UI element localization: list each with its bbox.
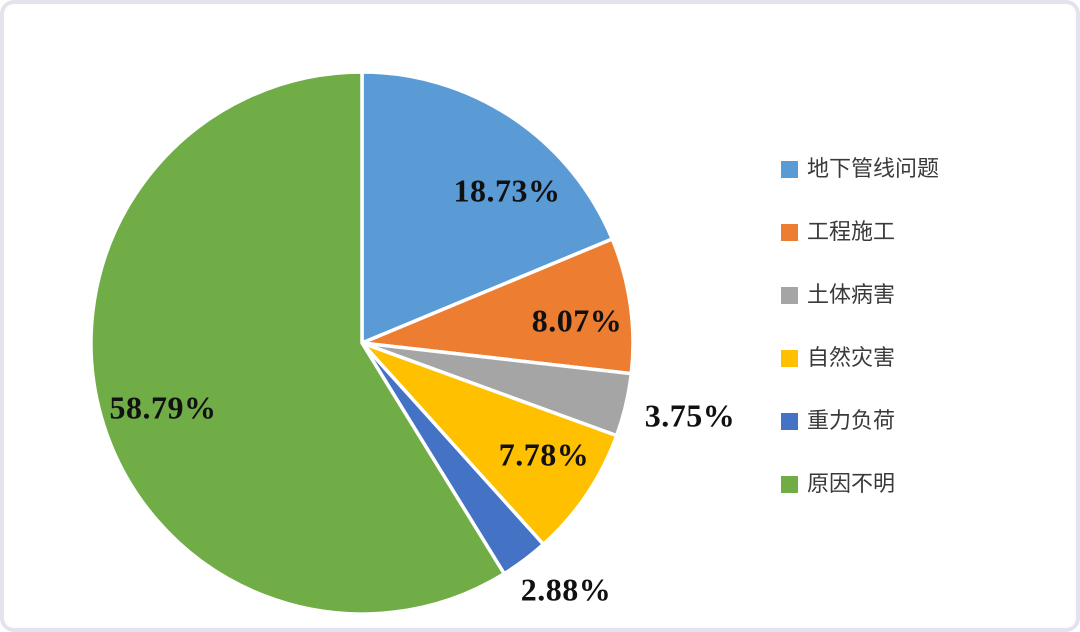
- legend-item-4: 自然灾害: [781, 346, 939, 370]
- legend-item-3: 土体病害: [781, 283, 939, 307]
- legend-item-6: 原因不明: [781, 472, 939, 496]
- legend-item-2: 工程施工: [781, 220, 939, 244]
- slice-label-3: 3.75%: [644, 397, 736, 434]
- legend-item-5: 重力负荷: [781, 409, 939, 433]
- pie-chart: 18.73% 8.07% 3.75% 7.78% 2.88% 58.79%: [4, 4, 1076, 628]
- slice-label-6: 58.79%: [109, 389, 217, 426]
- legend-swatch-icon: [781, 412, 798, 430]
- legend-label: 土体病害: [807, 282, 896, 307]
- legend-label: 地下管线问题: [807, 156, 940, 181]
- legend-swatch-icon: [781, 286, 798, 304]
- pie-slice-6: [89, 70, 506, 616]
- legend-label: 重力负荷: [807, 408, 896, 433]
- pie-slice-1: [360, 70, 614, 345]
- legend-swatch-icon: [781, 349, 798, 367]
- legend-swatch-icon: [781, 475, 798, 493]
- legend: 地下管线问题 工程施工土体病害自然灾害重力负荷原因不明: [781, 157, 939, 496]
- legend-item-1: 地下管线问题: [781, 157, 939, 181]
- pie-slice-4: [360, 341, 619, 547]
- slice-label-1: 18.73%: [453, 172, 561, 209]
- pie-svg: [89, 70, 635, 616]
- legend-swatch-icon: [781, 160, 798, 178]
- slice-label-4: 7.78%: [498, 436, 590, 473]
- legend-label: 自然灾害: [807, 345, 896, 370]
- legend-swatch-icon: [781, 223, 798, 241]
- pie-slice-2: [360, 237, 635, 376]
- slice-label-5: 2.88%: [520, 571, 612, 608]
- slice-label-2: 8.07%: [531, 302, 623, 339]
- legend-label: 原因不明: [807, 471, 896, 496]
- legend-label: 工程施工: [807, 219, 896, 244]
